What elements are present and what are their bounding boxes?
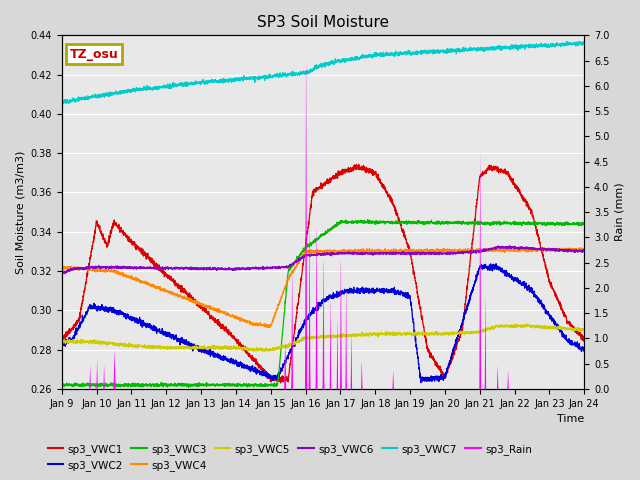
Text: TZ_osu: TZ_osu [70, 48, 118, 60]
Y-axis label: Soil Moisture (m3/m3): Soil Moisture (m3/m3) [15, 150, 25, 274]
Title: SP3 Soil Moisture: SP3 Soil Moisture [257, 15, 389, 30]
X-axis label: Time: Time [557, 414, 584, 424]
Y-axis label: Rain (mm): Rain (mm) [615, 183, 625, 241]
Legend: sp3_VWC1, sp3_VWC2, sp3_VWC3, sp3_VWC4, sp3_VWC5, sp3_VWC6, sp3_VWC7, sp3_Rain: sp3_VWC1, sp3_VWC2, sp3_VWC3, sp3_VWC4, … [44, 439, 536, 475]
